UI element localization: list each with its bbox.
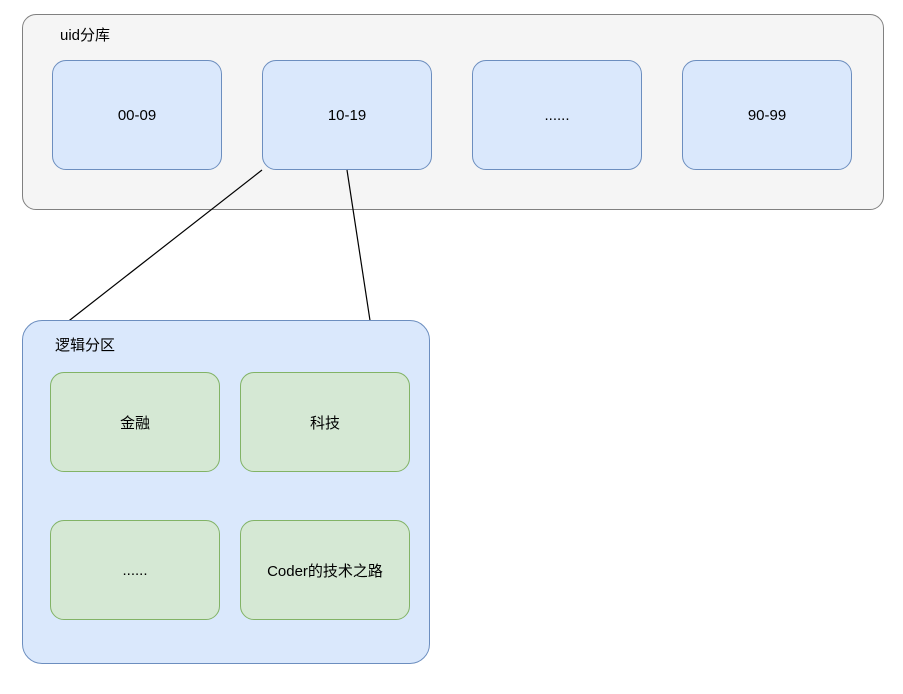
db-box-label: 10-19 [328, 107, 366, 124]
db-box-label: ...... [544, 107, 569, 124]
partition-box-label: ...... [122, 562, 147, 579]
db-box-90-99: 90-99 [682, 60, 852, 170]
partition-box-coder: Coder的技术之路 [240, 520, 410, 620]
partition-box-ellipsis: ...... [50, 520, 220, 620]
partition-box-tech: 科技 [240, 372, 410, 472]
db-box-00-09: 00-09 [52, 60, 222, 170]
partition-box-label: 科技 [310, 412, 340, 433]
uid-shard-title: uid分库 [60, 24, 110, 45]
partition-box-label: Coder的技术之路 [267, 560, 383, 581]
db-box-label: 90-99 [748, 107, 786, 124]
logical-partition-title: 逻辑分区 [55, 334, 115, 355]
partition-box-label: 金融 [120, 412, 150, 433]
db-box-10-19: 10-19 [262, 60, 432, 170]
partition-box-finance: 金融 [50, 372, 220, 472]
db-box-ellipsis: ...... [472, 60, 642, 170]
db-box-label: 00-09 [118, 107, 156, 124]
